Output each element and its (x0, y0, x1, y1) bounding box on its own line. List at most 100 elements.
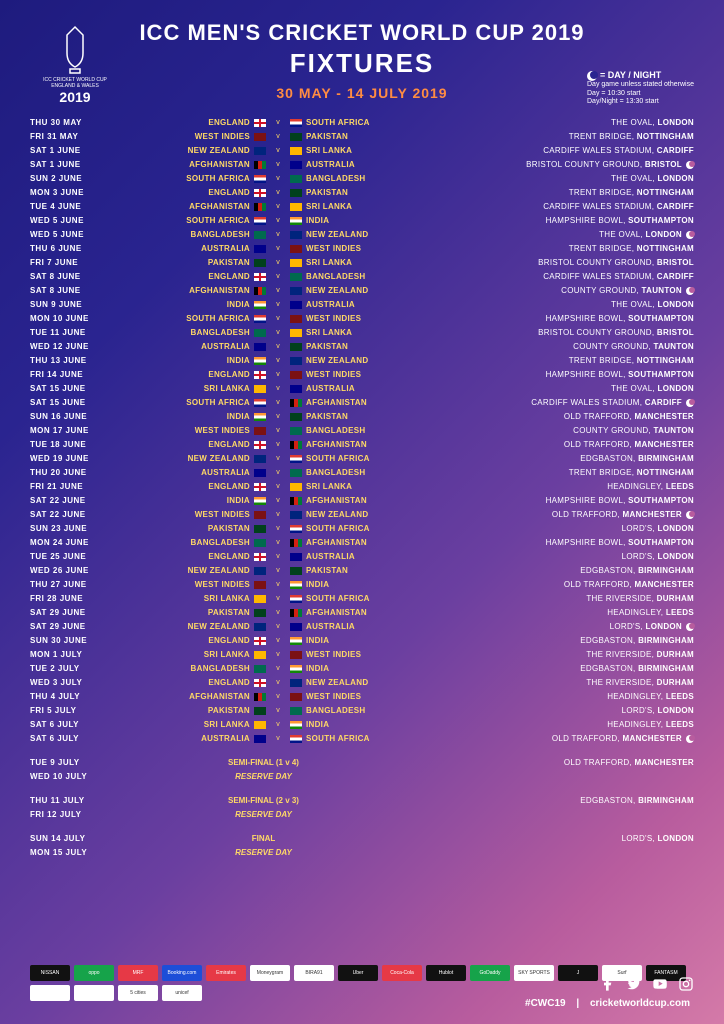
fixture-date: WED 5 JUNE (30, 214, 120, 228)
venue: OLD TRAFFORD, MANCHESTER (436, 438, 694, 452)
flag-icon (254, 259, 266, 267)
team1: AFGHANISTAN (120, 200, 250, 214)
youtube-icon[interactable] (652, 976, 668, 992)
fixture-date: THU 20 JUNE (30, 466, 120, 480)
team1: WEST INDIES (120, 578, 250, 592)
team2: NEW ZEALAND (306, 508, 436, 522)
venue: BRISTOL COUNTY GROUND, BRISTOL (436, 326, 694, 340)
flag-icon (290, 721, 302, 729)
venue: HEADINGLEY, LEEDS (436, 718, 694, 732)
sponsor-logo: Coca-Cola (382, 965, 422, 981)
fixture-row: TUE 2 JULY BANGLADESH v INDIA EDGBASTON,… (30, 662, 694, 676)
flag-icon (290, 245, 302, 253)
flag-icon (254, 357, 266, 365)
fixture-date: SAT 6 JULY (30, 718, 120, 732)
flag-icon (290, 203, 302, 211)
fixture-row: SAT 8 JUNE AFGHANISTAN v NEW ZEALAND COU… (30, 284, 694, 298)
vs: v (270, 256, 286, 270)
flag-icon (290, 665, 302, 673)
vs: v (270, 144, 286, 158)
social-icons (521, 976, 694, 992)
special-date: THU 11 JULY (30, 794, 120, 808)
team2: SOUTH AFRICA (306, 116, 436, 130)
special-venue: EDGBASTON, BIRMINGHAM (407, 794, 694, 808)
flag-icon (290, 525, 302, 533)
flag-icon (254, 329, 266, 337)
flag-icon (254, 175, 266, 183)
flag-icon (254, 231, 266, 239)
team2: BANGLADESH (306, 172, 436, 186)
fixture-row: SUN 30 JUNE ENGLAND v INDIA EDGBASTON, B… (30, 634, 694, 648)
vs: v (270, 326, 286, 340)
venue: BRISTOL COUNTY GROUND, BRISTOL (436, 256, 694, 270)
vs: v (270, 564, 286, 578)
header: ICC CRICKET WORLD CUP ENGLAND & WALES 20… (30, 20, 694, 101)
sponsor-logo: NISSAN (30, 965, 70, 981)
vs: v (270, 228, 286, 242)
fixture-date: WED 19 JUNE (30, 452, 120, 466)
fixture-row: WED 12 JUNE AUSTRALIA v PAKISTAN COUNTY … (30, 340, 694, 354)
sponsor-logo: Booking.com (162, 965, 202, 981)
daynight-icon (686, 623, 694, 631)
team2: BANGLADESH (306, 270, 436, 284)
special-label: SEMI-FINAL (2 v 3) (120, 794, 407, 808)
fixture-row: FRI 7 JUNE PAKISTAN v SRI LANKA BRISTOL … (30, 256, 694, 270)
flag-icon (290, 693, 302, 701)
team2: INDIA (306, 578, 436, 592)
team2: SOUTH AFRICA (306, 592, 436, 606)
team2: SRI LANKA (306, 144, 436, 158)
venue: COUNTY GROUND, TAUNTON (436, 340, 694, 354)
flag-icon (290, 133, 302, 141)
fixture-date: THU 13 JUNE (30, 354, 120, 368)
twitter-icon[interactable] (626, 976, 642, 992)
vs: v (270, 480, 286, 494)
flag-icon (290, 539, 302, 547)
team1: ENGLAND (120, 270, 250, 284)
flag-icon (254, 343, 266, 351)
instagram-icon[interactable] (678, 976, 694, 992)
special-date: SUN 14 JULY (30, 832, 120, 846)
venue: HEADINGLEY, LEEDS (436, 606, 694, 620)
special-row: TUE 9 JULY SEMI-FINAL (1 v 4) OLD TRAFFO… (30, 756, 694, 770)
special-row: THU 11 JULY SEMI-FINAL (2 v 3) EDGBASTON… (30, 794, 694, 808)
fixture-date: SAT 6 JULY (30, 732, 120, 746)
fixture-date: SAT 8 JUNE (30, 284, 120, 298)
team2: SRI LANKA (306, 256, 436, 270)
special-date: WED 10 JULY (30, 770, 120, 784)
flag-icon (254, 525, 266, 533)
facebook-icon[interactable] (600, 976, 616, 992)
flag-icon (254, 455, 266, 463)
fixture-row: TUE 4 JUNE AFGHANISTAN v SRI LANKA CARDI… (30, 200, 694, 214)
flag-icon (254, 511, 266, 519)
vs: v (270, 438, 286, 452)
fixture-date: MON 10 JUNE (30, 312, 120, 326)
special-label: RESERVE DAY (120, 808, 407, 822)
flag-icon (290, 511, 302, 519)
fixture-row: SAT 15 JUNE SRI LANKA v AUSTRALIA THE OV… (30, 382, 694, 396)
team1: SOUTH AFRICA (120, 396, 250, 410)
flag-icon (254, 721, 266, 729)
team2: PAKISTAN (306, 186, 436, 200)
fixture-row: THU 6 JUNE AUSTRALIA v WEST INDIES TRENT… (30, 242, 694, 256)
flag-icon (254, 539, 266, 547)
sponsor-logo: oppo (74, 965, 114, 981)
fixture-row: WED 5 JUNE BANGLADESH v NEW ZEALAND THE … (30, 228, 694, 242)
footer-right: #CWC19 | cricketworldcup.com (521, 976, 694, 1009)
fixture-row: SAT 29 JUNE PAKISTAN v AFGHANISTAN HEADI… (30, 606, 694, 620)
flag-icon (254, 273, 266, 281)
fixture-date: SAT 22 JUNE (30, 508, 120, 522)
vs: v (270, 634, 286, 648)
vs: v (270, 508, 286, 522)
venue: HAMPSHIRE BOWL, SOUTHAMPTON (436, 494, 694, 508)
venue: CARDIFF WALES STADIUM, CARDIFF (436, 200, 694, 214)
footer: NISSANoppoMRFBooking.comEmiratesMoneygra… (30, 965, 694, 1009)
flag-icon (290, 679, 302, 687)
flag-icon (254, 119, 266, 127)
venue: LORD'S, LONDON (436, 550, 694, 564)
venue: HAMPSHIRE BOWL, SOUTHAMPTON (436, 312, 694, 326)
team2: AFGHANISTAN (306, 438, 436, 452)
vs: v (270, 312, 286, 326)
flag-icon (254, 483, 266, 491)
flag-icon (290, 553, 302, 561)
team2: AFGHANISTAN (306, 494, 436, 508)
